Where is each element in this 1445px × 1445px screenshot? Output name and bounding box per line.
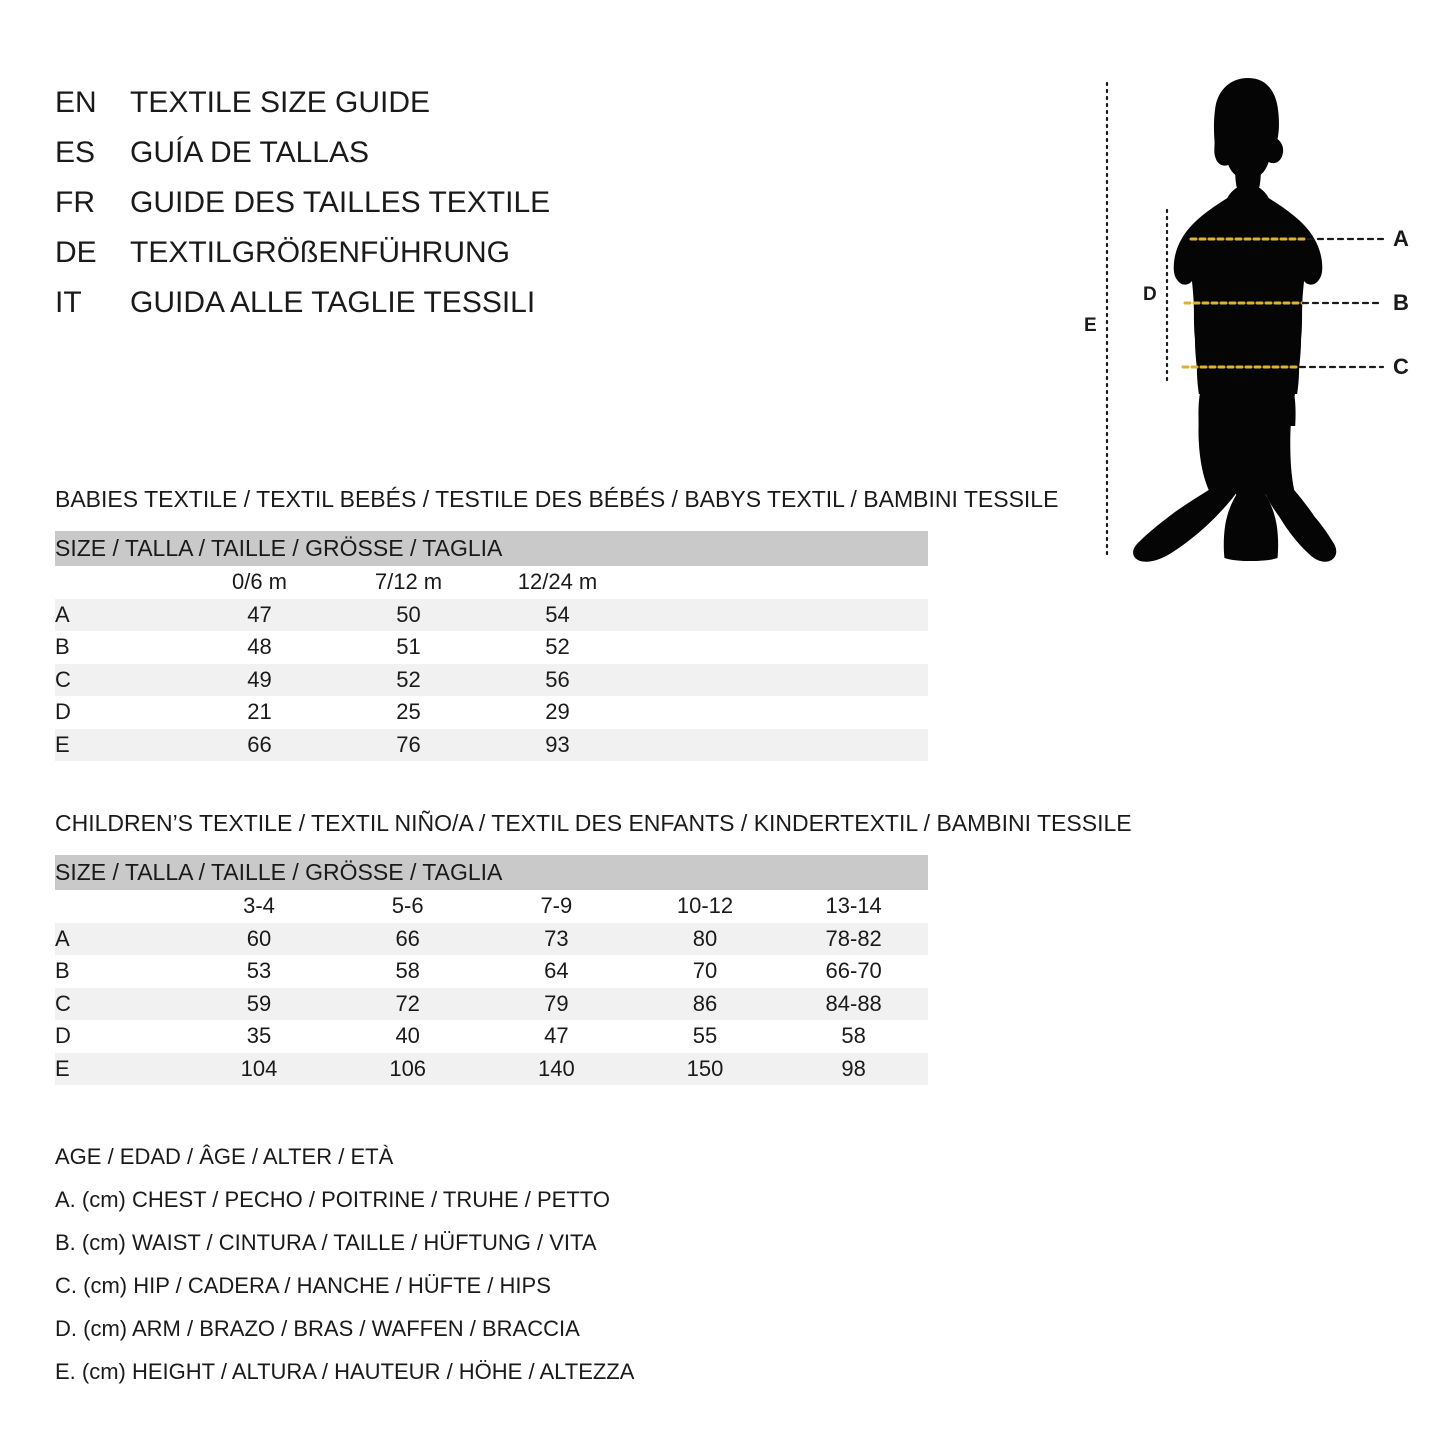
- svg-text:E: E: [1084, 315, 1097, 336]
- svg-text:C: C: [1393, 354, 1409, 379]
- svg-text:B: B: [1393, 290, 1409, 315]
- svg-text:A: A: [1393, 226, 1409, 251]
- svg-text:D: D: [1143, 284, 1157, 305]
